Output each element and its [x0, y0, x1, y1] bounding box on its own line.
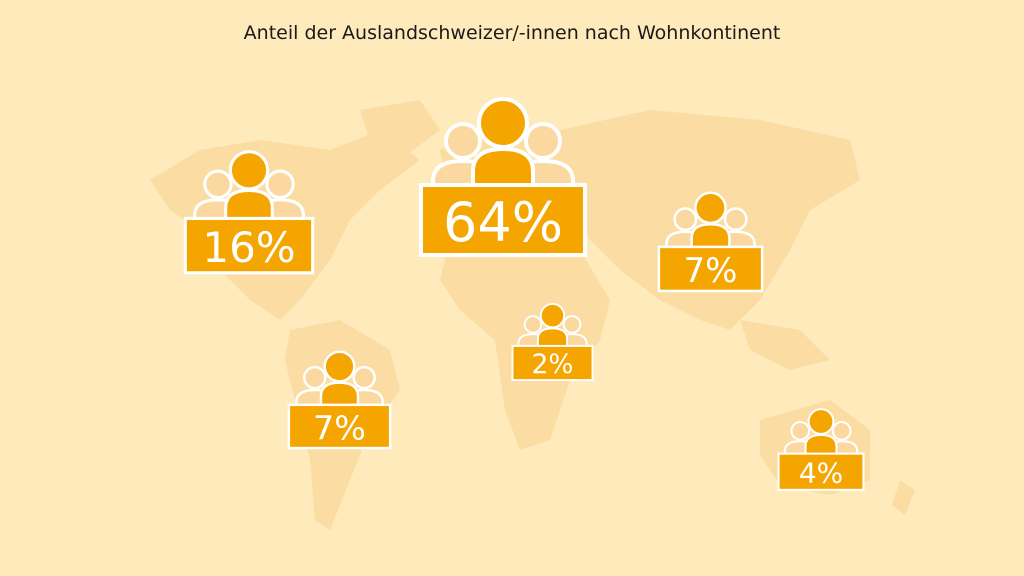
value-label: 7% — [313, 408, 366, 447]
people-group-icon: 64% — [419, 97, 587, 257]
value-label: 2% — [532, 350, 574, 380]
people-group-icon: 2% — [511, 302, 594, 382]
value-marker: 7% — [287, 348, 392, 454]
people-group-icon: 16% — [183, 150, 315, 275]
chart-title: Anteil der Auslandschweizer/-innen nach … — [243, 22, 781, 44]
people-group-icon: 4% — [777, 408, 865, 491]
value-marker: 64% — [418, 93, 588, 262]
southeast-asia-shape — [740, 320, 830, 370]
value-marker: 4% — [777, 406, 865, 495]
greenland-shape — [360, 100, 440, 160]
value-label: 7% — [684, 251, 738, 291]
value-label: 64% — [443, 191, 563, 254]
value-marker: 7% — [657, 189, 764, 297]
value-label: 4% — [799, 457, 843, 490]
value-label: 16% — [202, 223, 295, 272]
people-group-icon: 7% — [287, 350, 392, 450]
people-group-icon: 7% — [657, 191, 764, 293]
new-zealand-shape — [892, 480, 915, 515]
value-marker: 16% — [183, 147, 315, 279]
value-marker: 2% — [511, 301, 594, 386]
